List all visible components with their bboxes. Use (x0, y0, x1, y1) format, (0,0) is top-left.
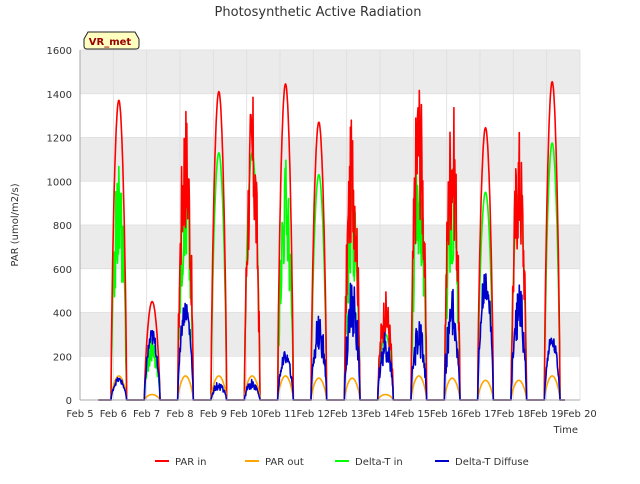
x-tick-label: Feb 7 (133, 409, 160, 420)
site-annotation-label: VR_met (89, 37, 132, 48)
grid-band (80, 225, 580, 269)
chart-title: Photosynthetic Active Radiation (215, 5, 422, 20)
x-tick-label: Feb 5 (66, 409, 93, 420)
legend: PAR in PAR out Delta-T in Delta-T Diffuse (155, 457, 529, 468)
x-tick-label: Feb 14 (363, 409, 397, 420)
x-axis-label: Time (553, 425, 578, 436)
y-tick-label: 1400 (47, 90, 72, 101)
legend-item: Delta-T Diffuse (435, 457, 529, 468)
y-tick-label: 1200 (47, 134, 72, 145)
grid-band (80, 50, 580, 94)
x-tick-label: Feb 8 (166, 409, 193, 420)
x-tick-label: Feb 18 (497, 409, 531, 420)
legend-label: PAR in (175, 457, 206, 468)
legend-label: PAR out (265, 457, 304, 468)
x-tick-label: Feb 15 (397, 409, 431, 420)
y-tick-label: 800 (53, 221, 72, 232)
y-tick-label: 0 (66, 396, 72, 407)
x-tick-label: Feb 12 (297, 409, 331, 420)
x-tick-label: Feb 17 (463, 409, 497, 420)
legend-item: PAR in (155, 457, 206, 468)
y-axis-label: PAR (umol/m2/s) (10, 183, 21, 266)
legend-label: Delta-T Diffuse (455, 457, 529, 468)
x-tick-label: Feb 19 (530, 409, 564, 420)
site-annotation-box (83, 31, 140, 50)
y-ticks: 0 200 400 600 800 1000 1200 1400 1600 (47, 46, 72, 407)
grid-bands (80, 50, 580, 357)
site-annotation: VR_met (83, 31, 140, 50)
legend-item: PAR out (245, 457, 304, 468)
x-tick-label: Feb 10 (230, 409, 264, 420)
axes (79, 50, 580, 401)
y-tick-label: 1600 (47, 46, 72, 57)
x-tick-label: Feb 16 (430, 409, 464, 420)
y-tick-label: 600 (53, 265, 72, 276)
x-tick-label: Feb 20 (563, 409, 597, 420)
grid-band (80, 312, 580, 357)
legend-label: Delta-T in (355, 457, 403, 468)
x-ticks: Feb 5 Feb 6 Feb 7 Feb 8 Feb 9 Feb 10 Feb 11 Feb… (66, 409, 596, 420)
x-tick-label: Feb 13 (330, 409, 364, 420)
y-tick-label: 400 (53, 309, 72, 320)
x-tick-label: Feb 6 (100, 409, 127, 420)
y-tick-label: 200 (53, 352, 72, 363)
grid-band (80, 137, 580, 182)
y-tick-label: 1000 (47, 177, 72, 188)
x-tick-label: Feb 11 (263, 409, 297, 420)
x-tick-label: Feb 9 (200, 409, 227, 420)
legend-item: Delta-T in (335, 457, 403, 468)
